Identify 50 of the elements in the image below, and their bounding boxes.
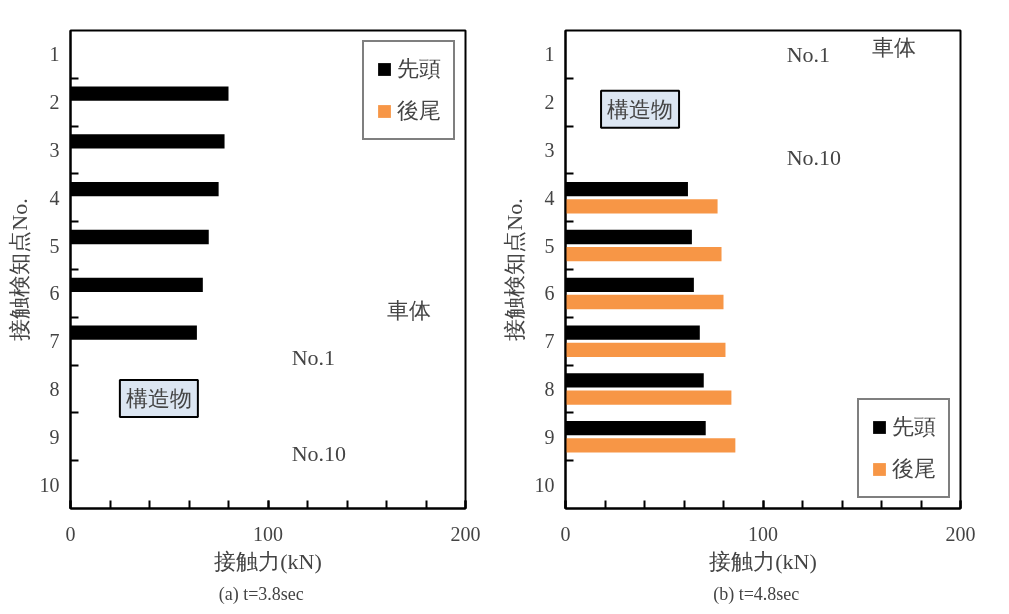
bar	[565, 199, 718, 214]
annotation: 構造物	[125, 386, 192, 412]
text: (a) t=3.8sec	[218, 583, 304, 605]
text: (b) t=4.8sec	[713, 583, 800, 605]
bar	[565, 294, 724, 310]
legend-label: 先頭	[892, 413, 936, 441]
bar	[565, 342, 726, 357]
y-tick-label: 3	[49, 139, 60, 161]
y-tick-label: 6	[544, 282, 555, 305]
y-tick-label: 10	[534, 473, 555, 496]
legend-label: 後尾	[892, 455, 936, 483]
y-tick-label: 4	[49, 186, 60, 209]
y-tick-label: 1	[544, 43, 555, 66]
legend-label: 後尾	[397, 97, 441, 125]
x-axis-title: 接触力(kN)	[709, 548, 817, 574]
bar	[565, 390, 732, 405]
y-tick-label: 4	[544, 186, 555, 209]
x-tick-label: 0	[560, 522, 571, 545]
x-tick-label: 200	[945, 522, 976, 545]
annotation: No.1	[291, 345, 336, 371]
annotation: No.1	[786, 41, 831, 67]
y-tick-label: 9	[49, 425, 60, 448]
y-tick-label: 2	[544, 91, 555, 114]
y-tick-label: 8	[49, 378, 60, 400]
bar	[565, 247, 722, 262]
x-tick-label: 0	[65, 522, 76, 545]
x-tick-label: 100	[253, 522, 283, 545]
y-tick-label: 5	[49, 234, 60, 257]
x-tick-label: 100	[748, 522, 778, 545]
x-tick-label: 200	[450, 522, 481, 545]
annotation: No.10	[291, 441, 347, 467]
y-tick-label: 7	[544, 330, 555, 353]
y-tick-label: 3	[544, 139, 555, 161]
y-tick-label: 2	[49, 91, 60, 114]
y-tick-label: 7	[49, 330, 60, 353]
annotation: 車体	[871, 34, 916, 60]
y-tick-label: 9	[544, 425, 555, 448]
x-axis-title: 接触力(kN)	[214, 548, 322, 574]
y-tick-label: 5	[544, 234, 555, 257]
y-tick-label: 10	[39, 473, 60, 496]
annotation: 車体	[386, 297, 431, 323]
y-tick-label: 6	[49, 282, 60, 305]
y-axis-title: 接触検知点No.	[501, 198, 527, 341]
annotation: No.10	[786, 144, 842, 170]
annotation: 構造物	[607, 96, 674, 122]
y-axis-title: 接触検知点No.	[6, 198, 32, 341]
y-tick-label: 1	[49, 43, 60, 66]
legend-label: 先頭	[397, 55, 441, 83]
y-tick-label: 8	[544, 378, 555, 400]
bar	[565, 438, 736, 453]
